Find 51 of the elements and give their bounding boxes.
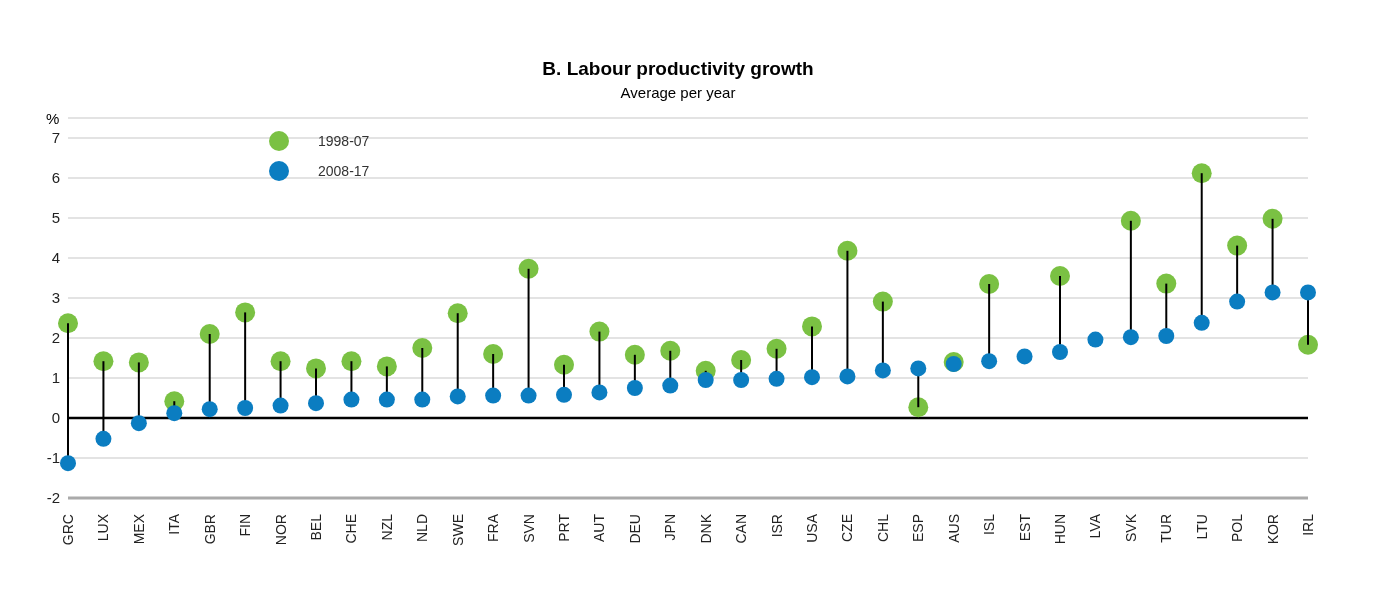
- x-tick-label: AUT: [591, 513, 608, 542]
- x-tick-label: NLD: [414, 514, 431, 543]
- x-tick-label: CAN: [733, 514, 750, 544]
- y-tick-label: -1: [46, 449, 60, 467]
- x-tick-label: DNK: [697, 513, 714, 544]
- legend-label: 1998-07: [318, 133, 370, 149]
- x-tick-label: PRT: [556, 513, 572, 542]
- y-tick-label: 4: [51, 249, 60, 267]
- legend-label: 2008-17: [318, 163, 370, 179]
- x-tick-label: TUR: [1158, 514, 1175, 543]
- y-tick-label: 6: [51, 169, 60, 187]
- x-tick-label: GRC: [60, 514, 76, 546]
- x-tick-label: ESP: [910, 514, 927, 543]
- y-tick-label: 7: [51, 129, 60, 147]
- x-tick-label: FIN: [237, 514, 254, 537]
- x-tick-label: LUX: [95, 513, 112, 542]
- x-tick-label: FRA: [485, 513, 502, 542]
- x-tick-label: MEX: [130, 513, 147, 545]
- x-tick-label: CHE: [343, 514, 360, 544]
- x-tick-label: HUN: [1052, 514, 1068, 545]
- x-tick-label: CZE: [839, 514, 856, 542]
- x-tick-label: ISR: [768, 514, 785, 538]
- x-tick-label: KOR: [1264, 514, 1281, 545]
- x-tick-label: LTU: [1193, 514, 1210, 540]
- x-tick-label: USA: [804, 513, 820, 543]
- x-tick-label: BEL: [308, 513, 324, 541]
- x-tick-label: JPN: [662, 514, 679, 541]
- x-tick-label: SVK: [1122, 513, 1139, 543]
- x-tick-label: SVN: [520, 514, 537, 543]
- y-tick-label: 1: [51, 369, 60, 387]
- x-tick-label: GBR: [201, 514, 218, 545]
- x-tick-label: EST: [1016, 513, 1033, 542]
- y-tick-label: 0: [51, 409, 60, 427]
- x-tick-label: IRL: [1300, 513, 1316, 536]
- x-tick-label: CHL: [874, 513, 891, 543]
- chart-title: B. Labour productivity growth: [541, 58, 815, 80]
- x-tick-label: ISL: [981, 513, 998, 536]
- y-axis-title: %: [46, 110, 60, 127]
- x-tick-label: DEU: [626, 514, 643, 544]
- y-tick-label: 2: [51, 329, 60, 347]
- y-tick-label: 3: [51, 289, 60, 307]
- y-tick-label: -2: [46, 489, 60, 507]
- x-tick-label: AUS: [945, 514, 962, 543]
- x-tick-label: SWE: [449, 514, 466, 546]
- y-tick-label: 5: [51, 209, 60, 227]
- x-tick-label: POL: [1229, 513, 1246, 543]
- x-tick-label: NZL: [378, 513, 395, 541]
- x-tick-label: LVA: [1087, 513, 1104, 539]
- x-tick-label: ITA: [166, 513, 183, 535]
- chart-subtitle: Average per year: [619, 84, 737, 101]
- x-tick-label: NOR: [272, 514, 289, 546]
